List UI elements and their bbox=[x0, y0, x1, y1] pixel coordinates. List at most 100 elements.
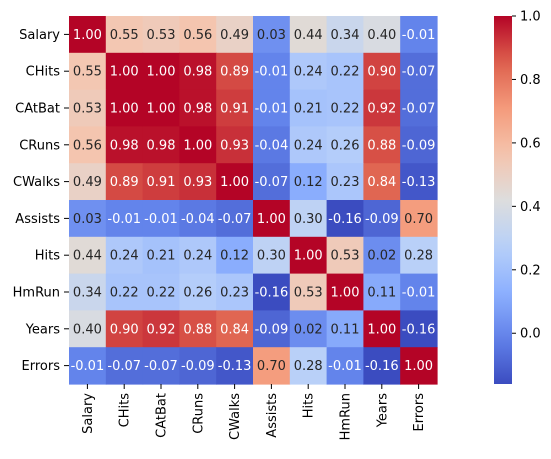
cell-value-label: -0.01 bbox=[255, 65, 289, 80]
heatmap-cell-years-salary bbox=[69, 310, 107, 348]
cell-value-label: -0.16 bbox=[328, 212, 362, 227]
cell-value-label: 0.93 bbox=[183, 175, 212, 190]
cell-value-label: -0.09 bbox=[181, 359, 215, 374]
column-labels: Salary CHits CAtBat CRuns CWalks Assists Hits H… bbox=[81, 384, 427, 440]
heatmap-cell-catbat-hmrun bbox=[326, 89, 364, 127]
heatmap-cell-hits-assists bbox=[253, 236, 291, 275]
cell-value-label: 0.70 bbox=[404, 212, 433, 227]
heatmap-cell-cwalks-years bbox=[363, 163, 401, 201]
cell-value-label: -0.01 bbox=[255, 102, 289, 117]
cell-value-label: 0.89 bbox=[220, 65, 249, 80]
heatmap-cell-hmrun-errors bbox=[400, 273, 438, 311]
heatmap-cell-cwalks-catbat bbox=[142, 163, 180, 201]
row-label-catbat: CAtBat bbox=[15, 102, 60, 117]
heatmap-cell-errors-hmrun bbox=[326, 347, 364, 385]
heatmap-cell-hits-catbat bbox=[142, 236, 180, 275]
cell-value-label: -0.01 bbox=[402, 286, 436, 301]
heatmap-cell-cwalks-hits bbox=[289, 163, 328, 201]
cell-value-label: 0.26 bbox=[331, 138, 360, 153]
cell-value-label: 0.89 bbox=[110, 175, 139, 190]
cell-value-label: 1.00 bbox=[73, 28, 102, 43]
heatmap-cell-salary-errors bbox=[400, 16, 438, 54]
heatmap-cell-errors-catbat bbox=[142, 347, 180, 385]
cell-value-label: 0.11 bbox=[367, 286, 396, 301]
cell-value-label: 0.90 bbox=[367, 65, 396, 80]
heatmap-cell-catbat-errors bbox=[400, 89, 438, 127]
cell-value-label: 1.00 bbox=[404, 359, 433, 374]
row-label-cwalks: CWalks bbox=[13, 175, 60, 190]
heatmap-cell-cwalks-salary bbox=[69, 163, 107, 201]
heatmap-cell-cruns-chits bbox=[105, 126, 144, 164]
heatmap-cell-chits-cruns bbox=[179, 52, 217, 91]
heatmap-cell-cruns-cruns bbox=[179, 126, 217, 164]
heatmap-cell-hits-salary bbox=[69, 236, 107, 275]
heatmap-cell-years-hmrun bbox=[326, 310, 364, 348]
colorbar-gradient bbox=[494, 16, 512, 384]
row-label-hits: Hits bbox=[35, 249, 60, 264]
heatmap-cell-hmrun-salary bbox=[69, 273, 107, 311]
cell-value-label: 1.00 bbox=[220, 175, 249, 190]
column-label-salary: Salary bbox=[81, 393, 96, 434]
cell-value-label: 0.24 bbox=[294, 65, 323, 80]
heatmap-cell-cwalks-hmrun bbox=[326, 163, 364, 201]
colorbar-tick-label: 0.6 bbox=[520, 136, 541, 151]
cell-value-label: 0.88 bbox=[367, 138, 396, 153]
column-label-assists: Assists bbox=[265, 393, 280, 438]
heatmap-cell-chits-assists bbox=[253, 52, 291, 91]
row-label-hmrun: HmRun bbox=[13, 286, 60, 301]
cell-value-label: 0.98 bbox=[183, 102, 212, 117]
heatmap-cell-cruns-years bbox=[363, 126, 401, 164]
heatmap-cell-cruns-errors bbox=[400, 126, 438, 164]
row-label-cruns: CRuns bbox=[19, 138, 60, 153]
cell-value-label: 0.55 bbox=[73, 65, 102, 80]
cell-value-label: -0.07 bbox=[107, 359, 141, 374]
heatmap-cell-salary-assists bbox=[253, 16, 291, 54]
heatmap-cell-hmrun-catbat bbox=[142, 273, 180, 311]
colorbar-tick-label: 0.4 bbox=[520, 200, 541, 215]
cell-value-label: 1.00 bbox=[367, 322, 396, 337]
heatmap-cell-cruns-catbat bbox=[142, 126, 180, 164]
heatmap-cell-cwalks-assists bbox=[253, 163, 291, 201]
cell-value-label: 1.00 bbox=[110, 65, 139, 80]
cell-value-label: -0.16 bbox=[255, 286, 289, 301]
heatmap-cell-hits-years bbox=[363, 236, 401, 275]
heatmap-cell-errors-assists bbox=[253, 347, 291, 385]
cell-value-label: 1.00 bbox=[257, 212, 286, 227]
heatmap-cell-years-catbat bbox=[142, 310, 180, 348]
cell-value-label: 0.40 bbox=[367, 28, 396, 43]
heatmap-cell-errors-hits bbox=[289, 347, 328, 385]
heatmap-cell-catbat-assists bbox=[253, 89, 291, 127]
heatmap-cell-chits-errors bbox=[400, 52, 438, 91]
cell-value-label: 0.92 bbox=[147, 322, 176, 337]
heatmap-cell-hmrun-hits bbox=[289, 273, 328, 311]
column-label-years: Years bbox=[375, 393, 390, 429]
heatmap-cell-years-chits bbox=[105, 310, 144, 348]
cell-value-label: 0.56 bbox=[73, 138, 102, 153]
cell-value-label: -0.04 bbox=[255, 138, 289, 153]
row-label-years: Years bbox=[25, 322, 61, 337]
cell-value-label: 0.26 bbox=[183, 286, 212, 301]
column-label-cruns: CRuns bbox=[191, 393, 206, 434]
cell-value-label: 0.24 bbox=[183, 249, 212, 264]
cell-value-label: 0.98 bbox=[183, 65, 212, 80]
cell-value-label: 0.90 bbox=[110, 322, 139, 337]
heatmap-cell-cwalks-cruns bbox=[179, 163, 217, 201]
row-label-errors: Errors bbox=[22, 359, 61, 374]
column-label-cwalks: CWalks bbox=[228, 393, 243, 440]
cell-value-label: 0.34 bbox=[73, 286, 102, 301]
heatmap-cell-hmrun-years bbox=[363, 273, 401, 311]
heatmap-cell-catbat-catbat bbox=[142, 89, 180, 127]
heatmap-cell-salary-chits bbox=[105, 16, 144, 54]
heatmap-cell-catbat-hits bbox=[289, 89, 328, 127]
heatmap-cell-catbat-salary bbox=[69, 89, 107, 127]
heatmap-cell-assists-salary bbox=[69, 200, 107, 238]
row-label-assists: Assists bbox=[15, 212, 60, 227]
heatmap-cell-catbat-cruns bbox=[179, 89, 217, 127]
cell-value-label: 0.98 bbox=[147, 138, 176, 153]
cell-value-label: 0.53 bbox=[147, 28, 176, 43]
heatmap-cell-cwalks-chits bbox=[105, 163, 144, 201]
cell-value-label: 0.88 bbox=[183, 322, 212, 337]
cell-value-label: -0.01 bbox=[144, 212, 178, 227]
